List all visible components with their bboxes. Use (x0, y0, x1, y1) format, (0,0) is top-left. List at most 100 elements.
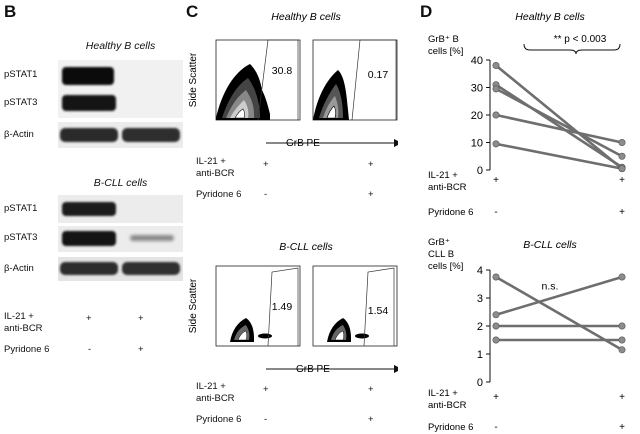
blot-row-label: β-Actin (4, 263, 34, 274)
condition-sign: + (493, 175, 499, 186)
data-point (492, 336, 500, 344)
series-line (495, 142, 623, 170)
condition-label-pyridone: Pyridone 6 (4, 344, 50, 355)
data-point (492, 111, 500, 119)
data-point (492, 85, 500, 93)
gate-percentage: 1.49 (272, 301, 293, 313)
flow-plot-healthy-control: 30.8 (215, 39, 301, 121)
y-tick-label: 2 (477, 321, 483, 333)
blot-pstat1-healthy (58, 60, 183, 92)
data-point (618, 165, 626, 173)
blot-pstat3-healthy (58, 88, 183, 118)
condition-sign: - (494, 207, 497, 218)
series-line (495, 275, 623, 317)
condition-label-pyridone: Pyridone 6 (196, 414, 242, 425)
condition-label-il21: IL-21 + anti-BCR (196, 381, 235, 404)
y-axis-label: GrB⁺ (428, 237, 450, 248)
data-point (618, 139, 626, 147)
condition-label-il21: IL-21 + anti-BCR (4, 311, 43, 334)
blot-row-label: pSTAT1 (4, 203, 38, 214)
gate-percentage: 0.17 (368, 69, 389, 81)
condition-sign: + (619, 207, 625, 218)
y-tick-label: 40 (471, 55, 483, 67)
data-point (492, 273, 500, 281)
condition-sign: - (88, 344, 92, 355)
condition-sign: + (263, 384, 269, 395)
condition-sign: + (493, 392, 499, 403)
flow-healthy-title: Healthy B cells (271, 11, 341, 23)
blot-healthy-title: Healthy B cells (85, 40, 156, 52)
panel-label-b: B (4, 2, 17, 21)
y-tick-label: 0 (477, 165, 483, 177)
y-axis-label: Side Scatter (188, 52, 199, 107)
y-tick-label: 3 (477, 293, 483, 305)
data-point (492, 311, 500, 319)
flow-cytometry-panel: Healthy B cells 30.8 0.17 Side Scatter G… (188, 11, 398, 375)
significance-label: n.s. (542, 281, 559, 293)
y-axis-label: CLL B (428, 249, 454, 260)
condition-label-il21: IL-21 + (428, 388, 458, 399)
flow-cll-title: B-CLL cells (279, 241, 333, 253)
condition-sign: + (138, 313, 144, 324)
condition-sign: + (368, 384, 374, 395)
data-point (618, 346, 626, 354)
blot-row-label: pSTAT3 (4, 232, 38, 243)
condition-sign: - (494, 422, 497, 433)
condition-sign: + (619, 175, 625, 186)
data-point (492, 140, 500, 148)
flow-plot-cll-control: 1.49 (215, 265, 301, 347)
y-tick-label: 20 (471, 110, 483, 122)
condition-sign: + (368, 414, 374, 425)
blot-row-label: β-Actin (4, 129, 34, 140)
y-tick-label: 30 (471, 83, 483, 95)
condition-sign: + (368, 189, 374, 200)
data-point (492, 322, 500, 330)
condition-sign: + (619, 422, 625, 433)
condition-label-il21: IL-21 + (428, 170, 458, 181)
data-point (618, 322, 626, 330)
y-axis-label: GrB⁺ B (428, 34, 459, 45)
series-line (495, 83, 623, 169)
data-point (618, 152, 626, 160)
condition-sign: + (368, 159, 374, 170)
blot-pstat3-cll (58, 226, 183, 252)
blot-cll-title: B-CLL cells (93, 177, 148, 189)
data-point (492, 61, 500, 69)
chart-title: B-CLL cells (523, 239, 577, 251)
y-axis-label: cells [%] (428, 261, 463, 272)
condition-label-il21: anti-BCR (428, 182, 467, 193)
flow-plot-cll-pyridone: 1.54 (312, 265, 398, 347)
blot-pstat1-cll (58, 195, 183, 223)
condition-sign: - (264, 189, 268, 200)
y-tick-label: 4 (477, 265, 483, 277)
condition-label-il21: IL-21 + anti-BCR (196, 156, 235, 179)
condition-sign: + (138, 344, 144, 355)
condition-sign: + (619, 392, 625, 403)
data-point (618, 273, 626, 281)
significance-label: ** p < 0.003 (554, 34, 607, 45)
condition-label-il21: anti-BCR (428, 400, 467, 411)
condition-label-pyridone: Pyridone 6 (428, 422, 473, 433)
flow-plot-healthy-pyridone: 0.17 (312, 39, 398, 121)
chart-title: Healthy B cells (515, 11, 585, 23)
condition-sign: + (86, 313, 92, 324)
y-tick-label: 0 (477, 377, 483, 389)
panel-label-d: D (420, 2, 433, 21)
blot-row-label: pSTAT3 (4, 97, 38, 108)
condition-sign: - (264, 414, 268, 425)
blot-actin-cll (58, 257, 183, 281)
series-line (495, 87, 623, 158)
blot-actin-healthy (58, 122, 183, 148)
gate-percentage: 1.54 (368, 305, 389, 317)
condition-label-pyridone: Pyridone 6 (428, 207, 473, 218)
series-line (495, 113, 623, 144)
blot-row-label: pSTAT1 (4, 69, 38, 80)
panel-label-c: C (186, 2, 199, 21)
y-axis-label: cells [%] (428, 46, 463, 57)
y-tick-label: 1 (477, 349, 483, 361)
series-line (495, 64, 623, 170)
data-point (618, 336, 626, 344)
y-axis-label: Side Scatter (188, 278, 199, 333)
